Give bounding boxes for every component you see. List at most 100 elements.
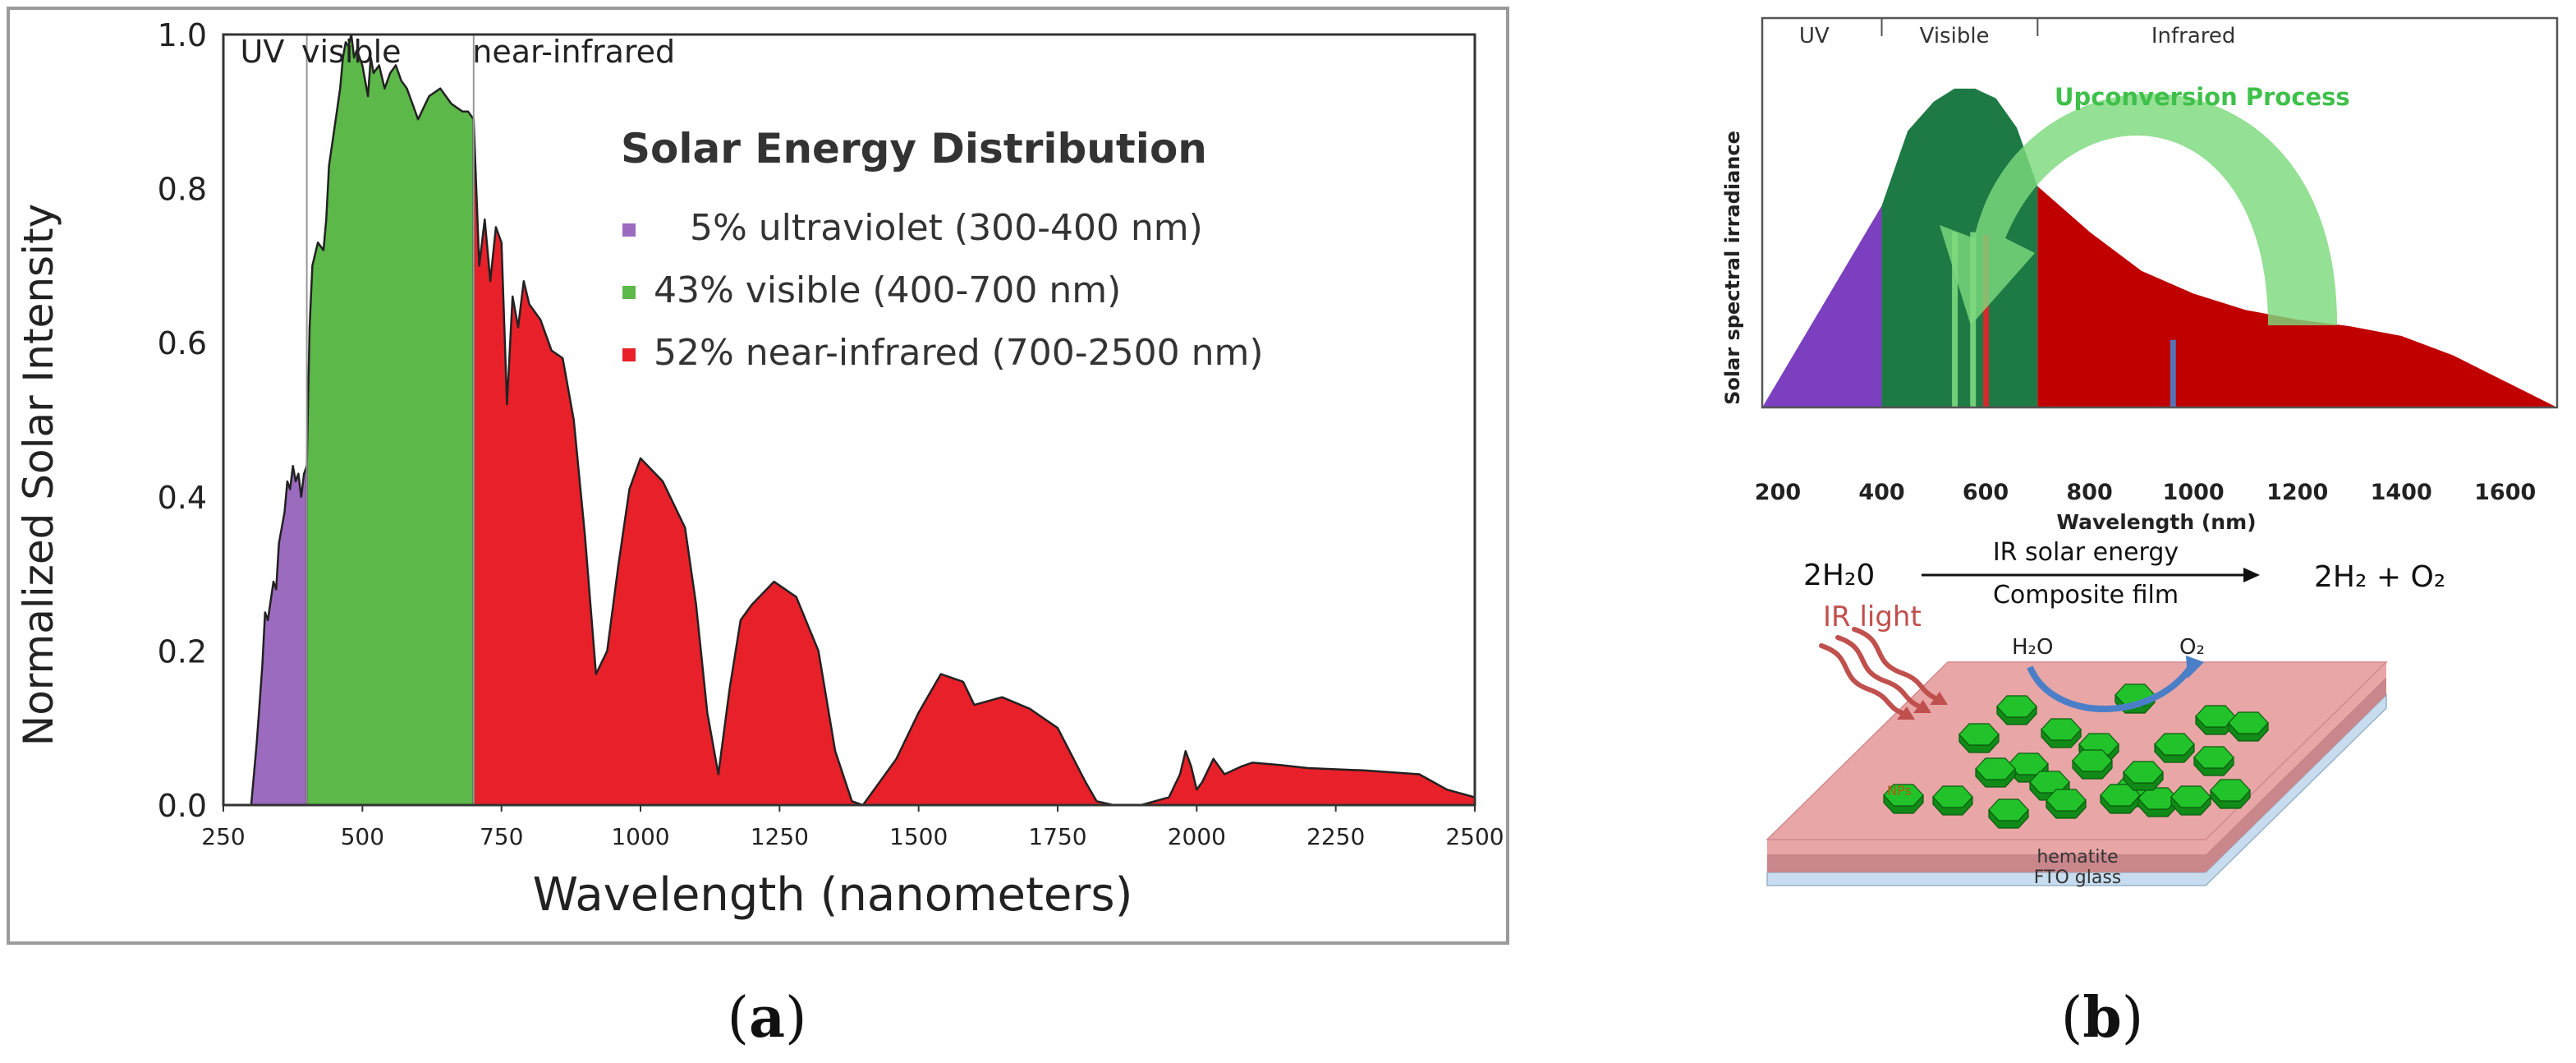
band-label: near-infrared: [472, 34, 675, 70]
b-x-tick-label: 400: [1858, 480, 1904, 505]
nanoparticle: [1958, 723, 2000, 746]
products: 2H₂ + O₂: [2314, 560, 2445, 594]
upconversion-arrow: [1940, 94, 2338, 325]
reaction-arrowhead: [2243, 568, 2260, 582]
water-arrowhead: [2186, 656, 2204, 679]
emission-line: [1952, 232, 1958, 407]
hematite-label: hematite: [2036, 847, 2118, 867]
b-x-tick-label: 1400: [2371, 480, 2432, 505]
ir-head-3: [1930, 692, 1948, 705]
b-x-tick-label: 1600: [2474, 480, 2536, 505]
x-tick-label: 250: [201, 823, 245, 850]
area-uv: [1762, 205, 1882, 407]
legend-label: 43% visible (400-700 nm): [654, 269, 1121, 311]
nanoparticle: [2072, 749, 2113, 772]
caption-b-close: ): [2122, 986, 2144, 1051]
band-label: UV: [241, 34, 285, 70]
x-axis-title: Wavelength (nanometers): [533, 868, 1133, 922]
b-x-axis-title: Wavelength (nm): [2056, 510, 2256, 534]
legend: 5% ultraviolet (300-400 nm) 43% visible (…: [622, 207, 1264, 374]
b-band-labels: UV Visible Infrared: [1799, 24, 2236, 48]
b-x-tick-label: 600: [1963, 480, 2009, 505]
caption-a-letter: a: [749, 985, 785, 1051]
nanoparticle: [1996, 695, 2037, 718]
nanoparticles: [1883, 683, 2269, 829]
legend-swatch: [622, 223, 636, 237]
band-label: visible: [301, 34, 401, 70]
spectrum-areas: [250, 33, 1476, 807]
o2-label: O₂: [2179, 635, 2205, 660]
caption-a-close: ): [785, 986, 807, 1051]
b-band-label: Infrared: [2151, 24, 2236, 48]
water-arrow: [2027, 665, 2194, 712]
nanoparticle: [1932, 785, 1973, 808]
area-ultraviolet: [250, 465, 308, 807]
ir-head-1: [1897, 706, 1915, 720]
nanoparticle: [2210, 779, 2251, 802]
caption-a-open: (: [727, 986, 749, 1051]
band-labels: UV visible near-infrared: [241, 34, 676, 70]
x-tick-labels: 250 500 750 1000 1250 1500 1750 2000 2250 2500: [201, 805, 1504, 850]
y-tick-label: 0.4: [158, 480, 207, 516]
arrow-label-top: IR solar energy: [1993, 538, 2179, 567]
nanoparticle: [2193, 746, 2234, 769]
ir-head-2: [1913, 700, 1931, 713]
chart-title: Solar Energy Distribution: [621, 125, 1207, 173]
b-band-label: UV: [1799, 24, 1830, 48]
ir-light-label: IR light: [1823, 601, 1922, 633]
x-tick-label: 2000: [1168, 823, 1226, 850]
x-tick-label: 500: [341, 823, 384, 850]
nanoparticle: [2154, 733, 2195, 756]
x-tick-label: 750: [480, 823, 523, 850]
y-axis-title: Normalized Solar Intensity: [15, 204, 62, 746]
panel-a-chart: Normalized Solar Intensity Wavelength (n…: [7, 7, 1509, 945]
nanoparticle: [2041, 718, 2082, 741]
nanoparticle: [2008, 752, 2049, 775]
emission-line: [2170, 339, 2176, 407]
ir-light-arrows: [1819, 627, 1942, 717]
area-infrared: [2037, 186, 2557, 407]
b-band-dividers: [1880, 18, 2039, 36]
reaction-equation: 2H₂0 IR solar energy Composite film 2H₂ …: [1803, 538, 2445, 610]
x-tick-label: 1250: [751, 823, 809, 850]
ir-wave-2: [1835, 635, 1926, 711]
band-dividers: [305, 35, 475, 805]
y-tick-label: 0.2: [158, 633, 207, 670]
x-tick-label: 1500: [889, 823, 948, 850]
b-y-axis-title: Solar spectral irradiance: [1721, 131, 1744, 405]
arrow-label-bottom: Composite film: [1993, 581, 2179, 610]
nanoparticle: [2170, 785, 2211, 808]
panel-b-figure: Solar spectral irradiance Wavelength (nm…: [1721, 16, 2559, 888]
x-tick-label: 2500: [1445, 823, 1504, 850]
nanoparticle: [2046, 789, 2087, 812]
legend-swatch: [622, 348, 636, 361]
ir-wave-1: [1819, 643, 1909, 717]
film-schematic: hematite FTO glass NPs IR light H₂O O₂: [1766, 601, 2388, 888]
area-visible: [305, 33, 475, 807]
nanoparticle: [1975, 757, 2016, 780]
b-x-tick-labels: 200 400 600 800 1000 1200 1400 1600: [1755, 480, 2537, 505]
b-x-tick-label: 1000: [2163, 480, 2225, 505]
nanoparticle: [2228, 711, 2269, 734]
b-x-tick-label: 200: [1755, 480, 1801, 505]
nanoparticle: [2100, 784, 2141, 807]
b-x-tick-label: 1200: [2266, 480, 2328, 505]
area-near-infrared: [472, 117, 1476, 807]
legend-label: 52% near-infrared (700-2500 nm): [654, 332, 1264, 374]
caption-b-open: (: [2061, 986, 2083, 1051]
x-tick-label: 1750: [1028, 823, 1086, 850]
nanoparticle: [2029, 771, 2070, 794]
legend-swatch: [622, 286, 636, 299]
caption-b: (b): [2061, 985, 2144, 1051]
y-tick-label: 0.6: [158, 325, 207, 361]
caption-b-letter: b: [2082, 985, 2122, 1051]
nanoparticle: [2123, 761, 2164, 784]
b-x-tick-label: 800: [2066, 480, 2112, 505]
y-tick-label: 1.0: [158, 17, 207, 53]
fto-label: FTO glass: [2034, 867, 2122, 888]
b-band-label: Visible: [1920, 24, 1990, 48]
reactant: 2H₂0: [1803, 559, 1875, 592]
ir-arrowheads: [1897, 692, 1948, 720]
nanoparticle: [1988, 798, 2029, 821]
x-tick-label: 2250: [1306, 823, 1365, 850]
